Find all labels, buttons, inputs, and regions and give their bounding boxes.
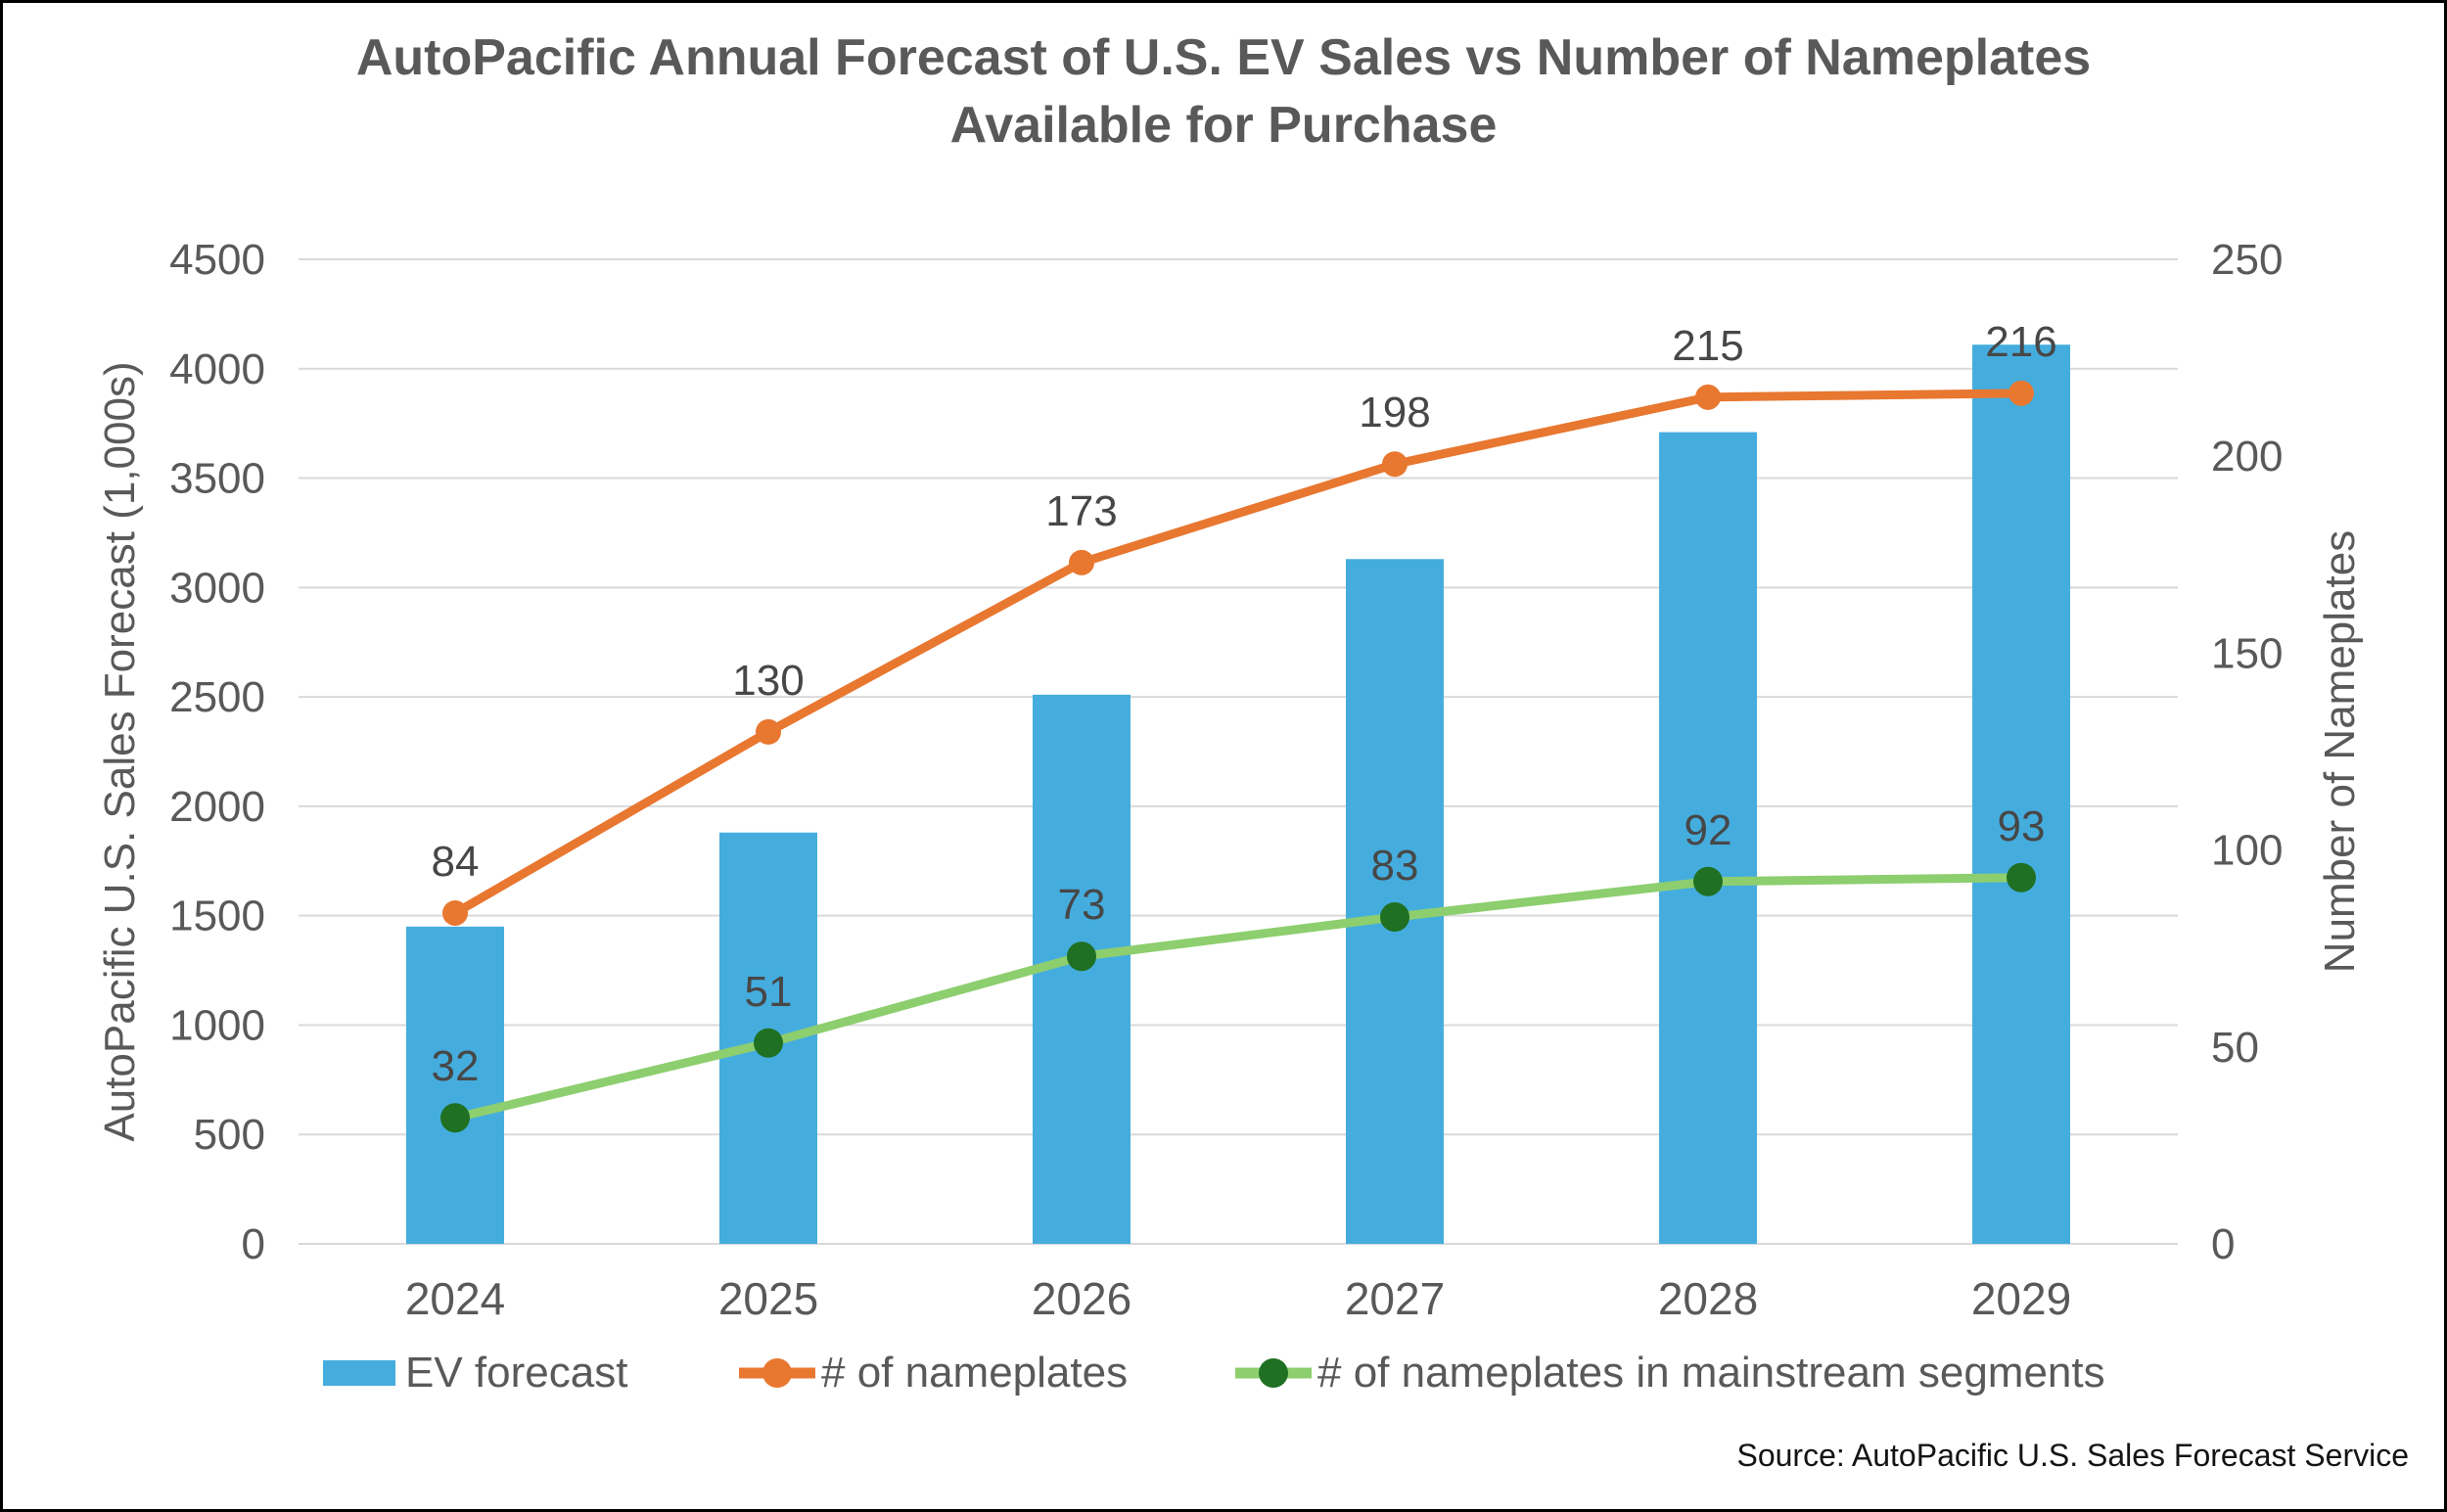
nameplates-data-label: 130 (732, 657, 804, 705)
legend-label: # of nameplates (821, 1349, 1129, 1397)
nameplates-point-2029 (2008, 380, 2034, 406)
nameplates-point-2028 (1695, 384, 1721, 410)
mainstream-point-2029 (2007, 862, 2036, 893)
x-axis-label: 2026 (1032, 1273, 1131, 1324)
right-axis-tick-label: 250 (2211, 236, 2283, 284)
legend-item-nameplates: # of nameplates (737, 1348, 1128, 1398)
mainstream-point-2024 (440, 1103, 470, 1133)
legend-label: # of nameplates in mainstream segments (1317, 1349, 2105, 1397)
nameplates-point-2026 (1069, 549, 1094, 575)
left-axis-tick-label: 3500 (169, 455, 265, 503)
x-axis-label: 2028 (1658, 1273, 1758, 1324)
legend-label: EV forecast (405, 1349, 628, 1397)
nameplates-data-label: 216 (1985, 318, 2056, 366)
source-note: Source: AutoPacific U.S. Sales Forecast … (1736, 1438, 2409, 1473)
nameplates-data-label: 173 (1045, 487, 1117, 535)
left-axis-tick-label: 3000 (169, 564, 265, 612)
left-axis-tick-label: 500 (194, 1111, 265, 1159)
left-axis-tick-label: 4500 (169, 236, 265, 284)
left-axis-tick-label: 1000 (169, 1001, 265, 1049)
mainstream-point-2028 (1693, 866, 1723, 896)
left-axis-tick-label: 1500 (169, 893, 265, 940)
bar-2028 (1659, 432, 1757, 1244)
left-axis-tick-label: 0 (242, 1220, 265, 1268)
bar-2029 (1972, 344, 2070, 1245)
chart-title-line2: Available for Purchase (949, 96, 1498, 154)
mainstream-data-label: 73 (1058, 881, 1106, 929)
left-axis-tick-label: 4000 (169, 345, 265, 393)
x-axis-label: 2025 (718, 1273, 818, 1324)
chart-title: AutoPacific Annual Forecast of U.S. EV S… (3, 24, 2444, 159)
chart-title-line1: AutoPacific Annual Forecast of U.S. EV S… (355, 29, 2092, 86)
bar-2027 (1346, 559, 1444, 1244)
nameplates-point-2024 (442, 899, 468, 926)
left-axis-tick-label: 2000 (169, 783, 265, 831)
nameplates-line-icon (739, 1358, 815, 1388)
nameplates-point-2025 (756, 718, 781, 745)
x-axis-label: 2027 (1345, 1273, 1445, 1324)
right-axis-tick-label: 150 (2211, 629, 2283, 677)
mainstream-point-2026 (1067, 941, 1096, 972)
x-axis-label: 2029 (1971, 1273, 2071, 1324)
mainstream-data-label: 83 (1371, 842, 1419, 890)
nameplates-line (452, 389, 2022, 917)
nameplates-data-label: 84 (432, 838, 480, 886)
nameplates-data-label: 198 (1359, 389, 1430, 436)
mainstream-point-2025 (754, 1028, 783, 1058)
right-axis-tick-label: 0 (2211, 1220, 2235, 1268)
mainstream-data-label: 51 (745, 968, 793, 1016)
mainstream-data-label: 32 (432, 1042, 480, 1090)
right-axis-tick-label: 50 (2211, 1024, 2259, 1072)
nameplates-point-2027 (1382, 451, 1408, 478)
x-axis-label: 2024 (405, 1273, 505, 1324)
right-axis-tick-label: 200 (2211, 433, 2283, 481)
mainstream-point-2027 (1380, 902, 1409, 933)
chart-canvas: 0 500 1000 1500 2000 2500 3000 3500 4000 4500 0 50 1… (169, 236, 2283, 1324)
bar-2024 (406, 926, 504, 1244)
mainstream-line-icon (1235, 1358, 1312, 1388)
ev-forecast-swatch-icon (323, 1360, 395, 1386)
right-axis-tick-label: 100 (2211, 827, 2283, 875)
nameplates-data-label: 215 (1672, 322, 1743, 370)
left-axis-tick-label: 2500 (169, 673, 265, 721)
legend-item-mainstream: # of nameplates in mainstream segments (1233, 1348, 2105, 1398)
legend-item-ev-forecast: EV forecast (323, 1348, 627, 1398)
mainstream-line (453, 873, 2022, 1123)
mainstream-data-label: 93 (1998, 802, 2046, 850)
mainstream-data-label: 92 (1685, 806, 1732, 854)
